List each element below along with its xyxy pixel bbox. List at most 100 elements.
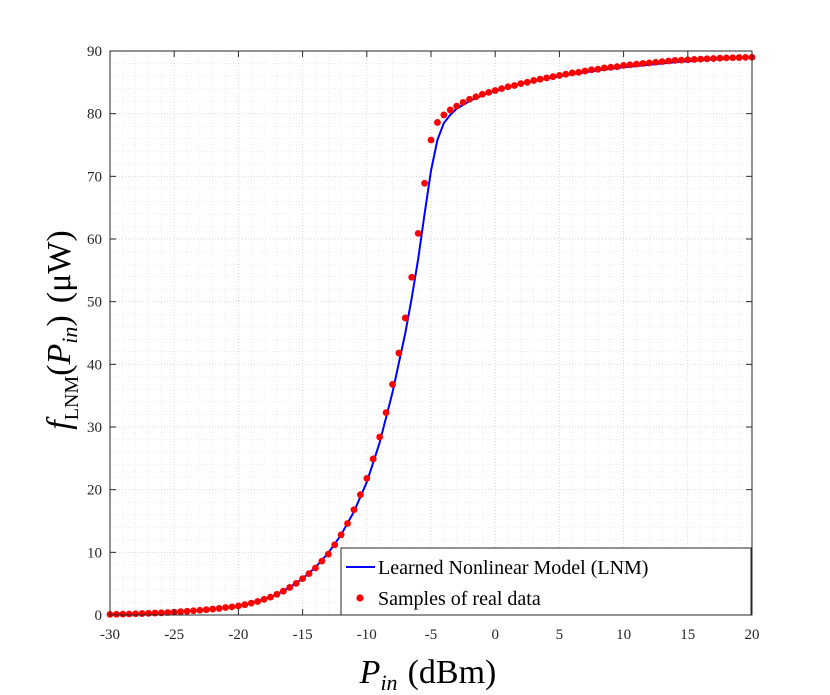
data-point bbox=[132, 610, 140, 618]
data-point bbox=[581, 67, 589, 75]
data-point bbox=[389, 380, 396, 388]
y-tick-label: 0 bbox=[95, 608, 103, 624]
data-point bbox=[356, 491, 364, 499]
data-point bbox=[267, 593, 274, 601]
data-point bbox=[735, 54, 743, 61]
data-point bbox=[376, 433, 384, 441]
data-point bbox=[645, 59, 653, 67]
x-axis-title-unit: (dBm) bbox=[408, 654, 497, 691]
x-tick-label: -5 bbox=[425, 627, 438, 643]
data-point bbox=[498, 85, 506, 92]
y-axis-title-arg-sub: in bbox=[57, 327, 82, 344]
y-axis-title-func-sub: LNM bbox=[61, 376, 83, 421]
data-point bbox=[677, 56, 685, 64]
data-point bbox=[517, 80, 525, 87]
data-point bbox=[459, 98, 467, 106]
data-point bbox=[408, 273, 416, 281]
data-point bbox=[523, 78, 531, 86]
legend-label-line: Learned Nonlinear Model (LNM) bbox=[378, 557, 648, 579]
data-point bbox=[722, 54, 730, 62]
y-tick-label: 90 bbox=[87, 44, 102, 60]
x-tick-label: -25 bbox=[164, 627, 184, 643]
y-axis-title-close-paren: ) bbox=[41, 315, 78, 326]
data-point bbox=[446, 106, 454, 114]
data-point bbox=[363, 474, 371, 482]
data-point bbox=[466, 95, 473, 103]
data-point bbox=[716, 54, 724, 62]
x-tick-label: -10 bbox=[357, 627, 377, 643]
y-axis-title: fLNM(Pin)(μW) bbox=[41, 230, 83, 429]
data-point bbox=[562, 70, 570, 78]
data-point bbox=[639, 60, 647, 67]
x-tick-label: -30 bbox=[100, 627, 120, 643]
data-point bbox=[671, 57, 679, 64]
data-point bbox=[337, 531, 345, 539]
data-point bbox=[729, 54, 737, 62]
data-point bbox=[620, 62, 627, 69]
data-point bbox=[292, 579, 300, 587]
data-point bbox=[202, 606, 210, 614]
x-axis-title-main: P bbox=[359, 654, 381, 691]
y-tick-label: 80 bbox=[87, 107, 102, 123]
data-point bbox=[254, 598, 262, 605]
data-point bbox=[478, 90, 486, 98]
data-point bbox=[530, 77, 538, 84]
x-tick-label: 0 bbox=[491, 627, 499, 643]
data-point bbox=[247, 599, 255, 607]
x-tick-label: 10 bbox=[616, 627, 631, 643]
y-axis-title-unit: (μW) bbox=[41, 230, 78, 303]
tick-labels: -30 -25 -20 -15 -10 -5 0 5 10 15 20 0 10 20 30 40 50 60 70… bbox=[87, 44, 760, 643]
data-point bbox=[145, 609, 152, 617]
data-point bbox=[401, 314, 409, 322]
data-point bbox=[568, 69, 576, 77]
x-tick-label: 5 bbox=[556, 627, 564, 643]
data-point bbox=[312, 564, 319, 572]
data-point bbox=[138, 610, 146, 617]
data-point bbox=[690, 56, 698, 63]
x-tick-label: 20 bbox=[745, 627, 760, 643]
data-point bbox=[626, 61, 634, 69]
data-point bbox=[453, 102, 461, 110]
data-point bbox=[434, 119, 441, 126]
data-point bbox=[318, 557, 326, 565]
x-axis-title: Pin (dBm) bbox=[359, 654, 497, 695]
y-tick-label: 30 bbox=[87, 420, 102, 436]
data-point bbox=[350, 506, 358, 514]
data-point bbox=[633, 60, 640, 68]
data-point bbox=[556, 72, 563, 79]
data-point bbox=[222, 604, 229, 611]
y-tick-label: 20 bbox=[87, 483, 102, 499]
data-point bbox=[652, 58, 660, 66]
data-point bbox=[382, 409, 390, 416]
data-point bbox=[215, 605, 223, 612]
data-point bbox=[414, 229, 422, 237]
x-tick-label: -15 bbox=[293, 627, 313, 643]
svg-text:Pin(dBm): Pin (dBm) bbox=[359, 654, 497, 695]
data-point bbox=[324, 550, 332, 558]
data-point bbox=[658, 58, 666, 66]
x-tick-label: -20 bbox=[228, 627, 248, 643]
data-point bbox=[600, 64, 608, 72]
data-point bbox=[305, 570, 313, 578]
data-point bbox=[183, 607, 191, 615]
data-point bbox=[613, 63, 621, 71]
svg-text:fLNM(Pin)(μW): fLNM(Pin)(μW) bbox=[41, 230, 83, 429]
data-point bbox=[279, 587, 287, 595]
data-point bbox=[209, 605, 217, 613]
data-point bbox=[164, 609, 172, 616]
legend-marker-swatch bbox=[356, 594, 364, 602]
data-point bbox=[549, 73, 557, 81]
data-point bbox=[543, 74, 550, 82]
data-point bbox=[196, 606, 204, 614]
data-point bbox=[742, 53, 749, 61]
y-tick-label: 40 bbox=[87, 357, 102, 373]
legend: Learned Nonlinear Model (LNM) Samples of… bbox=[340, 547, 752, 616]
data-point bbox=[421, 179, 428, 187]
data-point bbox=[575, 68, 583, 76]
data-point bbox=[491, 87, 499, 94]
x-tick-label: 15 bbox=[680, 627, 695, 643]
data-point bbox=[119, 610, 127, 618]
data-point bbox=[273, 590, 281, 598]
data-point bbox=[504, 83, 512, 91]
